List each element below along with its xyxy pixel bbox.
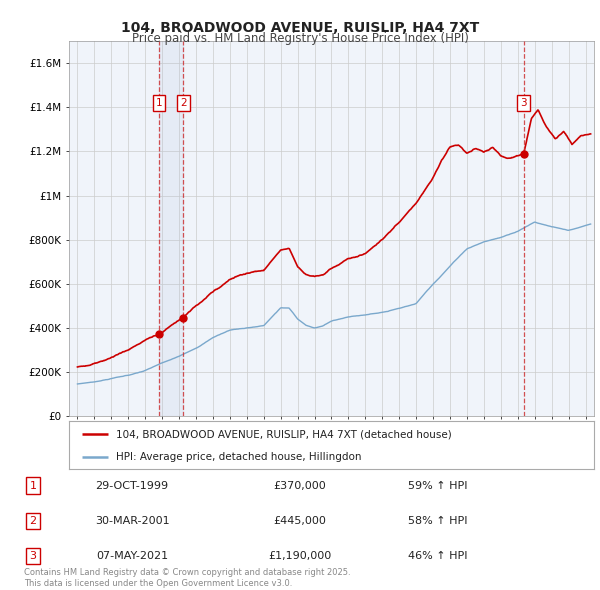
Text: Contains HM Land Registry data © Crown copyright and database right 2025.
This d: Contains HM Land Registry data © Crown c… (24, 568, 350, 588)
Text: 29-OCT-1999: 29-OCT-1999 (95, 481, 169, 490)
Text: 3: 3 (520, 98, 527, 108)
Text: 07-MAY-2021: 07-MAY-2021 (96, 552, 168, 561)
Text: 2: 2 (29, 516, 37, 526)
Text: 59% ↑ HPI: 59% ↑ HPI (408, 481, 468, 490)
Text: £370,000: £370,000 (274, 481, 326, 490)
Text: £445,000: £445,000 (274, 516, 326, 526)
Text: 104, BROADWOOD AVENUE, RUISLIP, HA4 7XT (detached house): 104, BROADWOOD AVENUE, RUISLIP, HA4 7XT … (116, 429, 452, 439)
Text: 3: 3 (29, 552, 37, 561)
Text: 2: 2 (180, 98, 187, 108)
Text: 1: 1 (156, 98, 163, 108)
Text: 58% ↑ HPI: 58% ↑ HPI (408, 516, 468, 526)
Text: HPI: Average price, detached house, Hillingdon: HPI: Average price, detached house, Hill… (116, 452, 362, 462)
Bar (159, 41, 184, 416)
Text: £1,190,000: £1,190,000 (268, 552, 332, 561)
Text: Price paid vs. HM Land Registry's House Price Index (HPI): Price paid vs. HM Land Registry's House … (131, 32, 469, 45)
Text: 104, BROADWOOD AVENUE, RUISLIP, HA4 7XT: 104, BROADWOOD AVENUE, RUISLIP, HA4 7XT (121, 21, 479, 35)
Text: 46% ↑ HPI: 46% ↑ HPI (408, 552, 468, 561)
Text: 1: 1 (29, 481, 37, 490)
Text: 30-MAR-2001: 30-MAR-2001 (95, 516, 169, 526)
